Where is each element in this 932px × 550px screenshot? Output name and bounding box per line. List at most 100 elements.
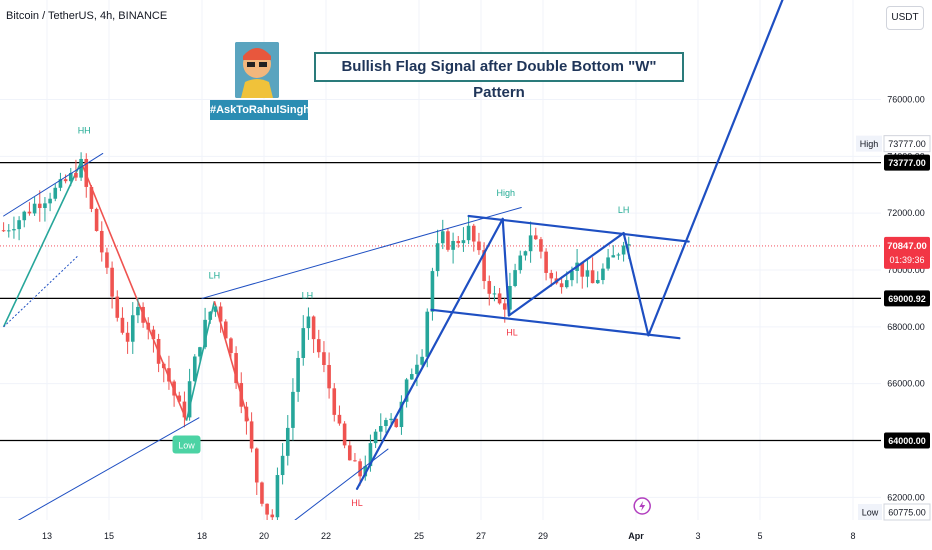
high-tag-bg — [856, 135, 882, 152]
time-tick-label: 13 — [42, 531, 52, 541]
time-tick-label: 22 — [321, 531, 331, 541]
candle-bull — [528, 235, 533, 252]
candle-bear — [342, 423, 347, 446]
blue-trend-line — [647, 0, 784, 337]
candle-bear — [347, 445, 352, 461]
candle-bull — [373, 431, 378, 444]
price-tick-label: 66000.00 — [887, 379, 925, 389]
candle-bear — [141, 306, 145, 323]
price-tick-label: 62000.00 — [887, 492, 925, 502]
candle-bull — [425, 311, 430, 357]
candle-bull — [187, 381, 192, 418]
candle-bull — [213, 306, 218, 312]
candle-bull — [461, 240, 466, 244]
candle-bear — [549, 272, 554, 279]
symbol-title: Bitcoin / TetherUS, 4h, BINANCE — [6, 10, 168, 22]
candle-bear — [63, 179, 68, 182]
candle-bull — [291, 391, 295, 428]
candle-bear — [446, 231, 450, 250]
candle-bear — [115, 296, 120, 318]
candle-bull — [518, 255, 523, 271]
countdown-text: 01:39:36 — [889, 255, 924, 265]
candle-bear — [337, 414, 342, 424]
candle-bull — [508, 285, 512, 310]
candle-bull — [6, 230, 11, 232]
candle-bear — [580, 262, 585, 277]
low-label-box — [172, 435, 201, 454]
candle-bull — [203, 319, 207, 348]
candle-bear — [161, 363, 166, 369]
blue-trend-lines — [3, 0, 784, 535]
candle-bull — [198, 347, 202, 357]
candle-bear — [482, 250, 486, 282]
price-tick-label: 72000.00 — [887, 208, 925, 218]
candle-bear — [533, 235, 538, 240]
candle-bull — [616, 254, 621, 256]
annotations-layer: HH High LH LH LH HL HL Low — [78, 126, 630, 508]
candle-bear — [394, 418, 399, 428]
candle-bear — [146, 322, 151, 330]
candle-bull — [58, 179, 63, 188]
extras-layer — [633, 497, 651, 515]
high-tag-label: High — [860, 139, 879, 149]
swing-line — [80, 161, 188, 421]
candle-bull — [606, 257, 610, 269]
candle-bull — [368, 443, 373, 467]
candle-bear — [125, 332, 130, 342]
candle-bear — [502, 303, 507, 310]
currency-button[interactable]: USDT — [886, 6, 924, 30]
candle-bear — [223, 321, 228, 339]
candle-bull — [626, 244, 631, 246]
candle-bull — [384, 420, 388, 427]
level-price-badge — [884, 154, 930, 171]
time-tick-label: 27 — [476, 531, 486, 541]
candle-bear — [177, 395, 182, 402]
blue-trend-line — [355, 217, 504, 490]
blue-trend-line — [501, 217, 510, 317]
candle-bull — [285, 427, 290, 456]
price-badges-layer: 73777.00 69000.92 64000.00 High 73777.00 Low 6… — [856, 135, 931, 521]
candle-bull — [68, 172, 73, 182]
candle-bear — [244, 406, 249, 422]
time-axis-bg — [0, 520, 881, 550]
candle-bear — [151, 329, 156, 339]
candle-bear — [218, 306, 223, 322]
level-price-badge — [884, 432, 930, 449]
candle-bull — [136, 306, 140, 316]
candle-bull — [435, 243, 440, 272]
candle-bear — [353, 460, 357, 462]
candle-bull — [466, 225, 471, 241]
candle-bear — [327, 364, 331, 389]
blue-trend-line — [622, 231, 650, 337]
high-value-badge — [883, 135, 931, 153]
time-tick-label: 25 — [414, 531, 424, 541]
time-tick-label: 8 — [850, 531, 855, 541]
candle-bear — [322, 352, 326, 365]
time-tick-label: 29 — [538, 531, 548, 541]
candle-bull — [301, 328, 306, 358]
candle-bull — [611, 255, 616, 258]
candle-bull — [621, 245, 626, 255]
chart-headline: Bullish Flag Signal after Double Bottom … — [314, 52, 684, 101]
candle-bear — [84, 158, 89, 187]
candle-bear — [471, 225, 476, 242]
candle-bull — [570, 270, 574, 281]
candle-bear — [477, 241, 481, 251]
time-tick-label: 5 — [757, 531, 762, 541]
candle-bull — [12, 229, 16, 231]
annotation-label: HH — [78, 126, 91, 136]
candle-bear — [120, 317, 125, 333]
candle-bull — [306, 316, 311, 329]
candle-bull — [22, 211, 27, 221]
candle-bear — [270, 514, 275, 518]
candle-bull — [430, 271, 435, 312]
swing-line — [3, 255, 79, 328]
candle-bull — [275, 475, 280, 518]
swing-line — [2, 161, 82, 328]
candle-bull — [409, 374, 414, 380]
logo-hashtag: #AskToRahulSingh — [210, 100, 310, 120]
level-price-text: 69000.92 — [888, 294, 926, 304]
blue-trend-line — [201, 206, 522, 299]
current-price-badge — [884, 236, 930, 269]
